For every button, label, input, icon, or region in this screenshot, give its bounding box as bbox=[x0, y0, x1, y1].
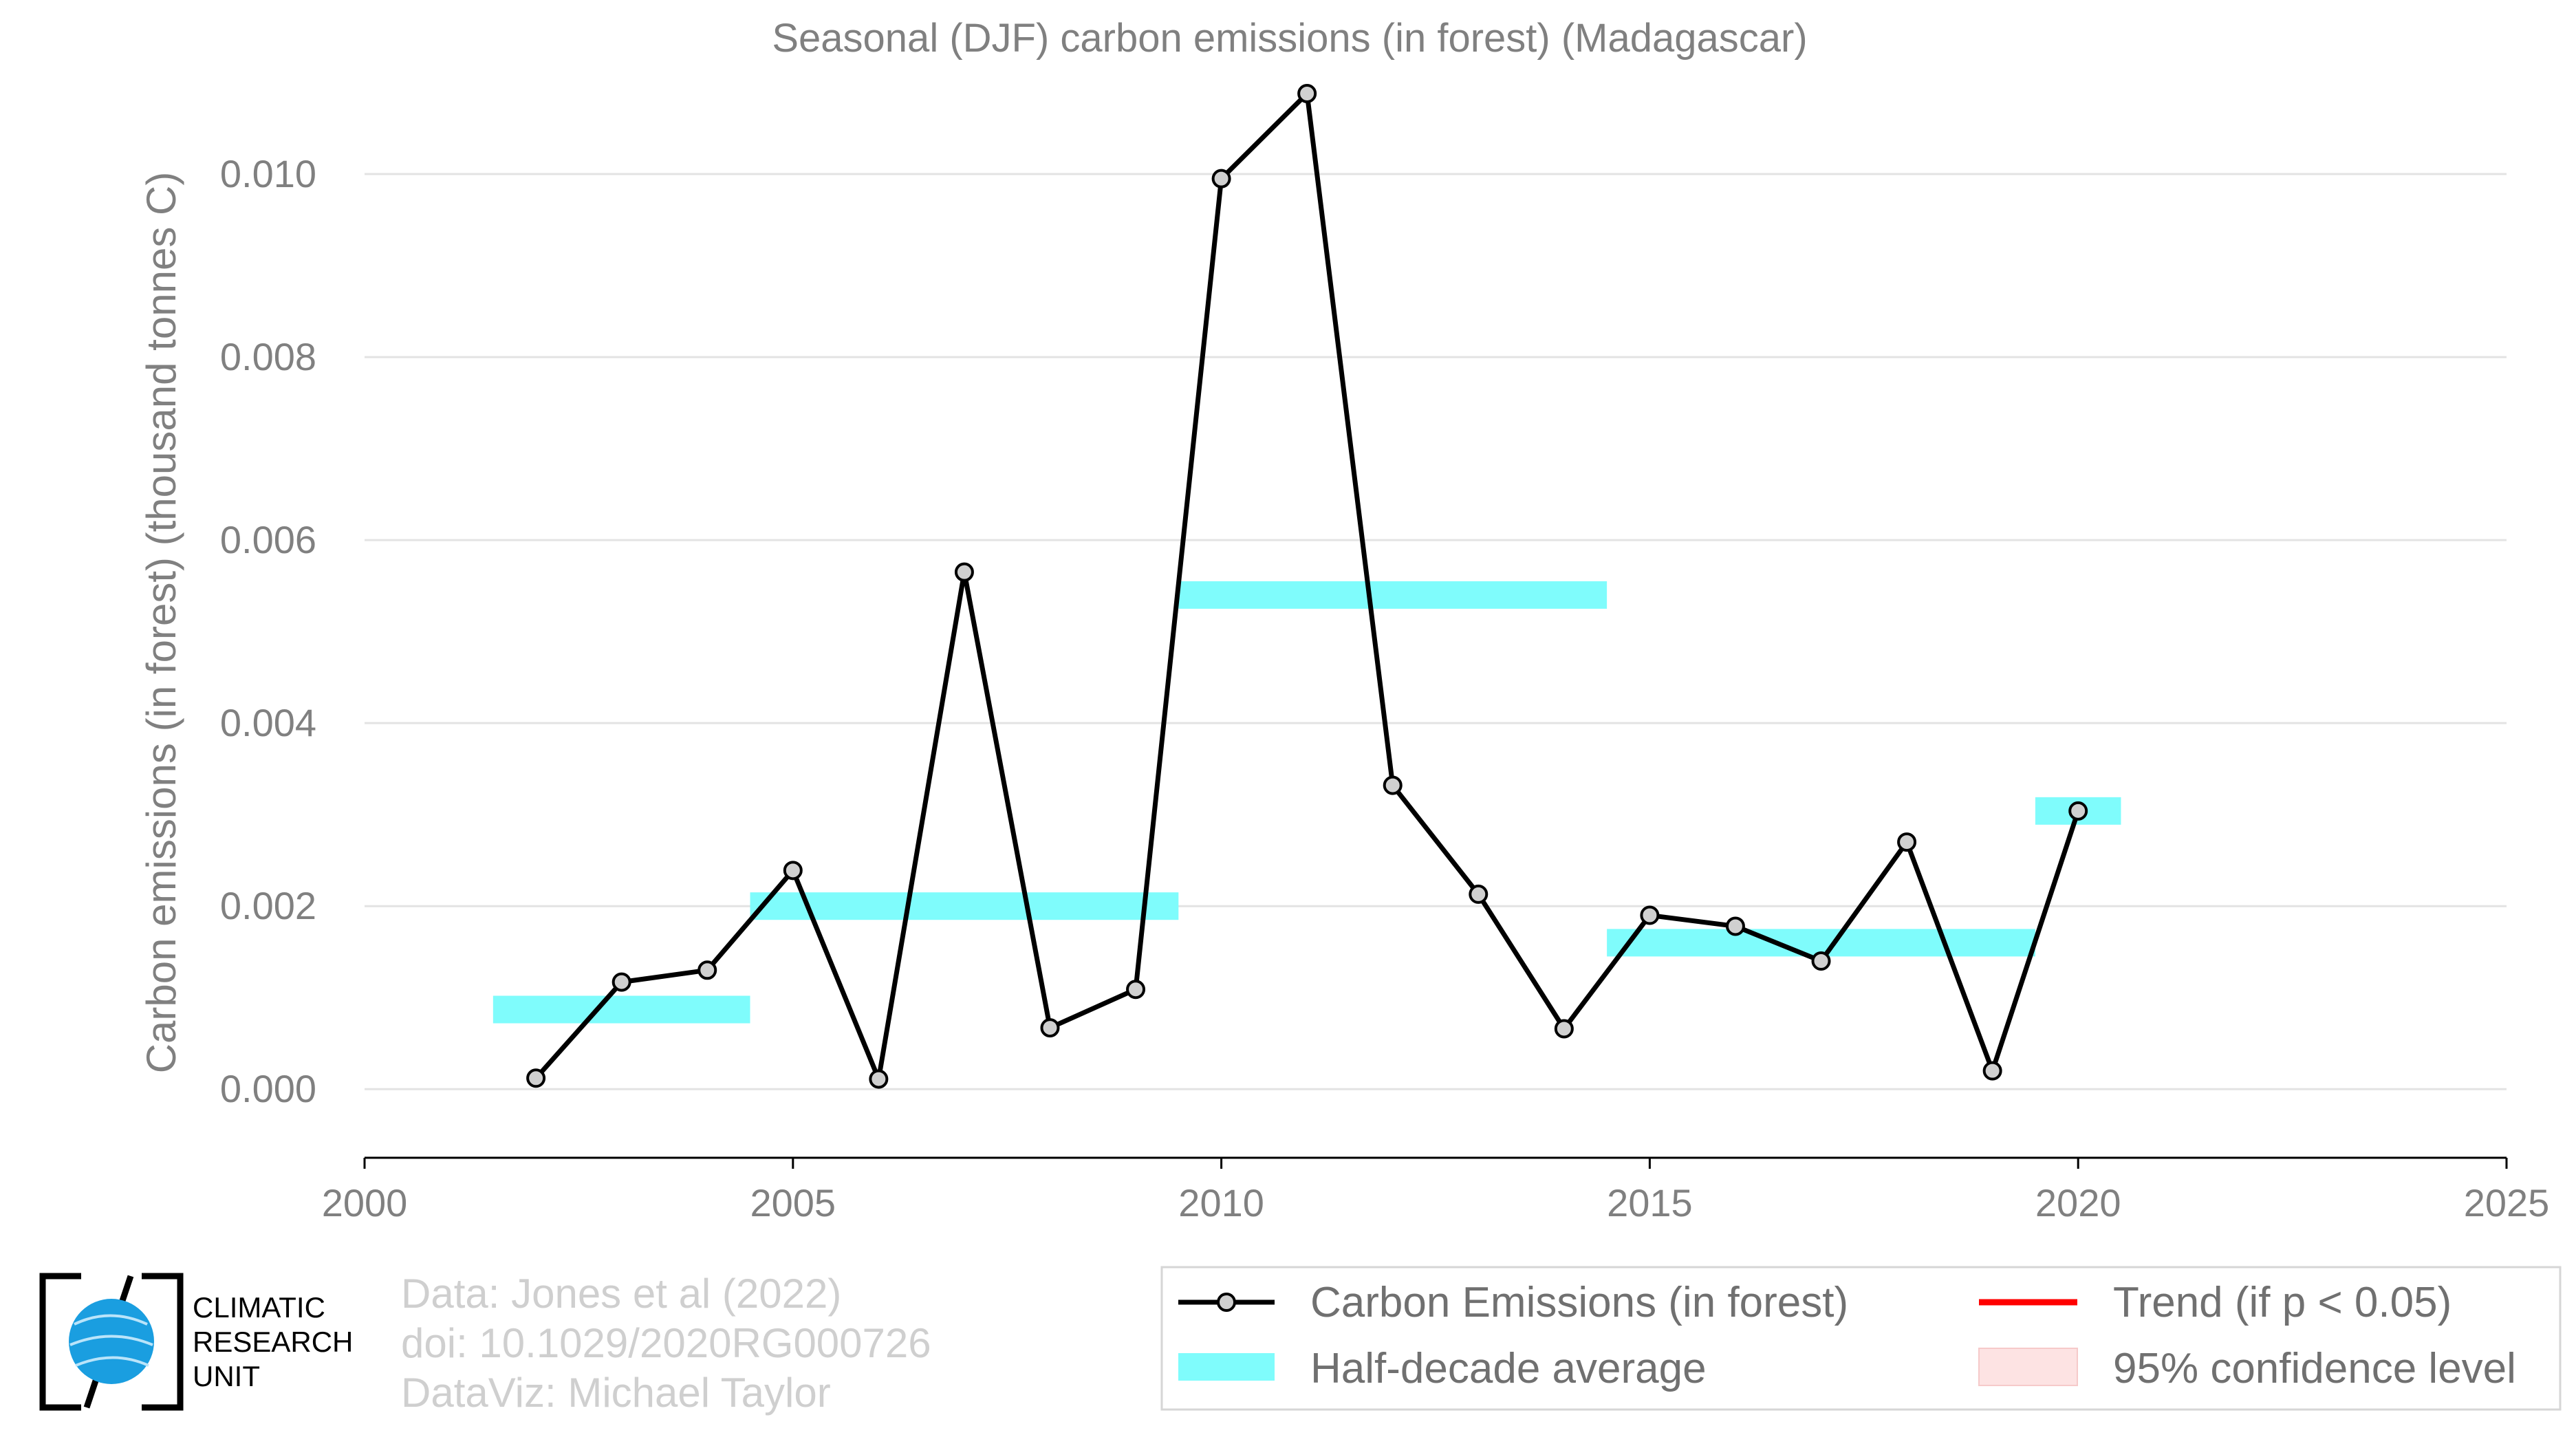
data-point bbox=[1040, 1018, 1060, 1038]
x-ticks: 2000 2005 2010 2015 2020 2025 bbox=[322, 1158, 2550, 1224]
data-point bbox=[2068, 801, 2088, 821]
data-point bbox=[1211, 169, 1231, 188]
cru-line-1: CLIMATIC bbox=[193, 1291, 325, 1324]
data-point bbox=[611, 972, 631, 992]
data-point bbox=[1297, 83, 1317, 103]
data-point bbox=[1897, 832, 1917, 852]
half-decade-band bbox=[493, 995, 750, 1024]
x-tick-label: 2010 bbox=[1178, 1181, 1264, 1224]
data-credits: Data: Jones et al (2022) doi: 10.1029/20… bbox=[401, 1269, 931, 1418]
globe-lines bbox=[69, 1314, 153, 1367]
legend: Carbon Emissions (in forest) Trend (if p… bbox=[1160, 1266, 2562, 1411]
y-tick-label: 0.004 bbox=[220, 701, 316, 744]
data-point bbox=[869, 1069, 889, 1089]
data-point bbox=[1554, 1019, 1574, 1039]
cru-line-2: RESEARCH bbox=[193, 1326, 354, 1358]
data-point bbox=[954, 562, 974, 582]
legend-confidence-swatch bbox=[1978, 1348, 2078, 1386]
chart-title: Seasonal (DJF) carbon emissions (in fore… bbox=[772, 16, 1807, 61]
half-decade-band bbox=[1178, 581, 1608, 609]
data-point bbox=[783, 861, 803, 881]
y-axis-label: Carbon emissions (in forest) (thousand t… bbox=[138, 172, 184, 1074]
logo-left-bracket bbox=[39, 1273, 81, 1411]
data-point bbox=[697, 960, 717, 980]
emissions-series bbox=[526, 83, 2088, 1089]
half-decade-bands bbox=[493, 581, 2121, 1024]
gridlines bbox=[365, 173, 2507, 1090]
y-tick-label: 0.008 bbox=[220, 335, 316, 378]
cru-logo bbox=[39, 1273, 184, 1411]
data-point bbox=[526, 1068, 546, 1088]
credit-doi: doi: 10.1029/2020RG000726 bbox=[401, 1320, 931, 1366]
y-tick-label: 0.000 bbox=[220, 1067, 316, 1110]
data-point bbox=[1126, 980, 1146, 1000]
x-tick-label: 2000 bbox=[322, 1181, 408, 1224]
data-point bbox=[1383, 775, 1403, 795]
x-tick-label: 2020 bbox=[2035, 1181, 2121, 1224]
y-tick-labels: 0.000 0.002 0.004 0.006 0.008 0.010 bbox=[220, 152, 316, 1110]
data-point bbox=[1982, 1061, 2002, 1081]
x-tick-label: 2025 bbox=[2464, 1181, 2550, 1224]
y-tick-label: 0.002 bbox=[220, 884, 316, 927]
legend-trend-label: Trend (if p < 0.05) bbox=[2113, 1279, 2451, 1326]
data-point bbox=[1640, 905, 1660, 925]
credit-data-source: Data: Jones et al (2022) bbox=[401, 1271, 842, 1317]
credit-dataviz: DataViz: Michael Taylor bbox=[401, 1370, 831, 1416]
cru-line-3: UNIT bbox=[193, 1360, 260, 1392]
legend-emissions-marker bbox=[1217, 1293, 1236, 1312]
data-point bbox=[1469, 884, 1489, 904]
legend-box bbox=[1160, 1266, 2562, 1411]
y-tick-label: 0.010 bbox=[220, 152, 316, 195]
legend-half-decade-label: Half-decade average bbox=[1310, 1345, 1707, 1392]
x-tick-label: 2005 bbox=[750, 1181, 836, 1224]
legend-confidence-label: 95% confidence level bbox=[2113, 1345, 2516, 1392]
x-tick-label: 2015 bbox=[1607, 1181, 1693, 1224]
data-point bbox=[1725, 916, 1745, 936]
half-decade-band bbox=[750, 892, 1179, 920]
y-tick-label: 0.006 bbox=[220, 518, 316, 561]
logo-right-bracket bbox=[142, 1273, 184, 1411]
cru-logo-text: CLIMATIC RESEARCH UNIT bbox=[193, 1291, 353, 1394]
legend-emissions-label: Carbon Emissions (in forest) bbox=[1310, 1279, 1848, 1326]
legend-half-decade-swatch bbox=[1178, 1353, 1275, 1381]
data-point bbox=[1811, 951, 1831, 971]
